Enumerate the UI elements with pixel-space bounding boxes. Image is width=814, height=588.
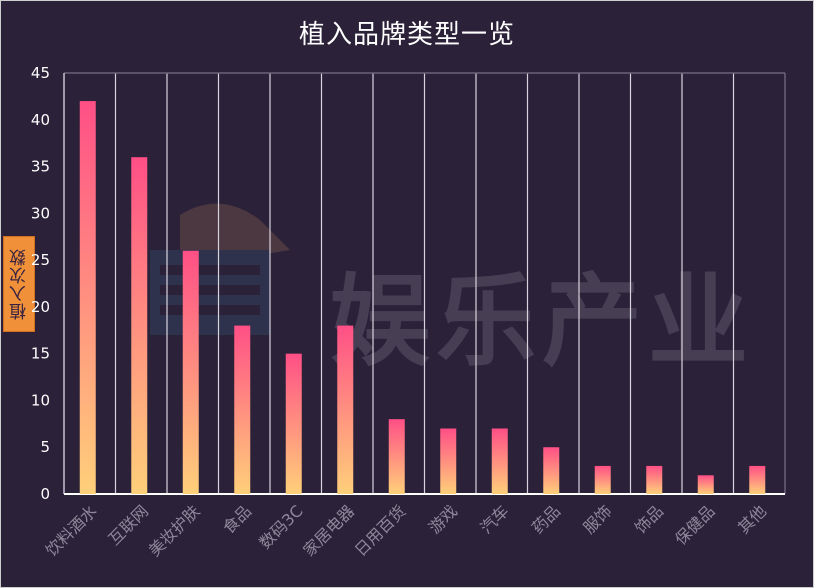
y-tick-label: 40 <box>31 111 50 129</box>
y-tick-label: 10 <box>31 391 50 409</box>
y-tick-label: 25 <box>31 251 50 269</box>
y-axis-label-box: 植入次数 <box>3 236 35 332</box>
x-tick-label: 数码3C <box>255 501 306 552</box>
bar <box>646 465 663 494</box>
watermark-logo-icon <box>140 195 305 359</box>
x-tick-label: 药品 <box>528 501 564 537</box>
bar <box>182 250 199 494</box>
x-tick-label: 服饰 <box>580 501 616 537</box>
bar <box>440 428 457 494</box>
bar <box>491 428 508 494</box>
bar <box>285 353 302 494</box>
x-tick-label: 食品 <box>219 501 255 537</box>
bar <box>543 447 560 494</box>
category-separators <box>114 73 735 494</box>
chart-title: 植入品牌类型一览 <box>298 20 515 50</box>
x-tick-label: 饮料酒水 <box>42 501 101 560</box>
x-tick-label: 互联网 <box>105 501 152 548</box>
x-tick-label: 其他 <box>734 501 770 537</box>
y-tick-label: 30 <box>31 204 50 222</box>
x-tick-label: 饰品 <box>631 501 667 537</box>
bar <box>131 157 148 494</box>
bar <box>234 325 251 494</box>
x-tick-label: 美妆护肤 <box>145 501 204 560</box>
y-tick-label: 45 <box>31 64 50 82</box>
y-tick-label: 0 <box>40 485 50 503</box>
x-tick-label: 游戏 <box>425 501 461 537</box>
x-tick-label: 家居电器 <box>299 501 358 560</box>
bar <box>594 465 611 494</box>
y-tick-label: 35 <box>31 158 50 176</box>
y-tick-label: 5 <box>40 438 50 456</box>
y-tick-labels: 0 5 10 15 20 25 30 35 40 45 <box>31 64 50 503</box>
bar <box>79 101 96 495</box>
x-tick-label: 日用百货 <box>351 501 410 560</box>
bar <box>749 465 766 494</box>
y-tick-label: 15 <box>31 345 50 363</box>
x-tick-label: 保健品 <box>671 501 718 548</box>
bar <box>697 475 714 494</box>
y-tick-label: 20 <box>31 298 50 316</box>
watermark-text: 娱乐产业 <box>330 263 754 380</box>
bar-group <box>79 101 766 495</box>
bar <box>388 419 405 494</box>
bar <box>337 325 354 494</box>
x-tick-label: 汽车 <box>477 501 513 537</box>
